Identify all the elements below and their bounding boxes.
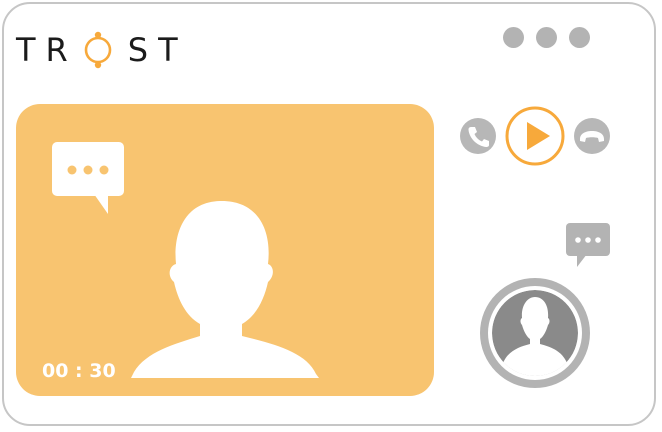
dot-icon[interactable] (569, 27, 590, 48)
phone-icon[interactable] (459, 117, 497, 155)
logo-text-right: ST (127, 31, 188, 69)
hang-up-icon[interactable] (573, 117, 611, 155)
window-controls (503, 27, 590, 48)
person-silhouette-icon (131, 200, 319, 378)
dot-icon[interactable] (503, 27, 524, 48)
call-timer: 00 : 30 (42, 360, 116, 382)
app-logo: TR ST (16, 30, 188, 70)
participant-video (16, 104, 434, 396)
self-view-avatar[interactable] (478, 276, 592, 390)
play-icon (527, 122, 550, 150)
ring-logo-icon (84, 31, 112, 69)
logo-text-left: TR (16, 31, 78, 69)
main-video-panel (16, 104, 434, 396)
chat-bubble-icon[interactable] (565, 222, 611, 270)
chat-bubble-icon (52, 142, 124, 214)
dot-icon[interactable] (536, 27, 557, 48)
play-button[interactable] (504, 105, 566, 167)
person-silhouette-icon (502, 297, 568, 376)
